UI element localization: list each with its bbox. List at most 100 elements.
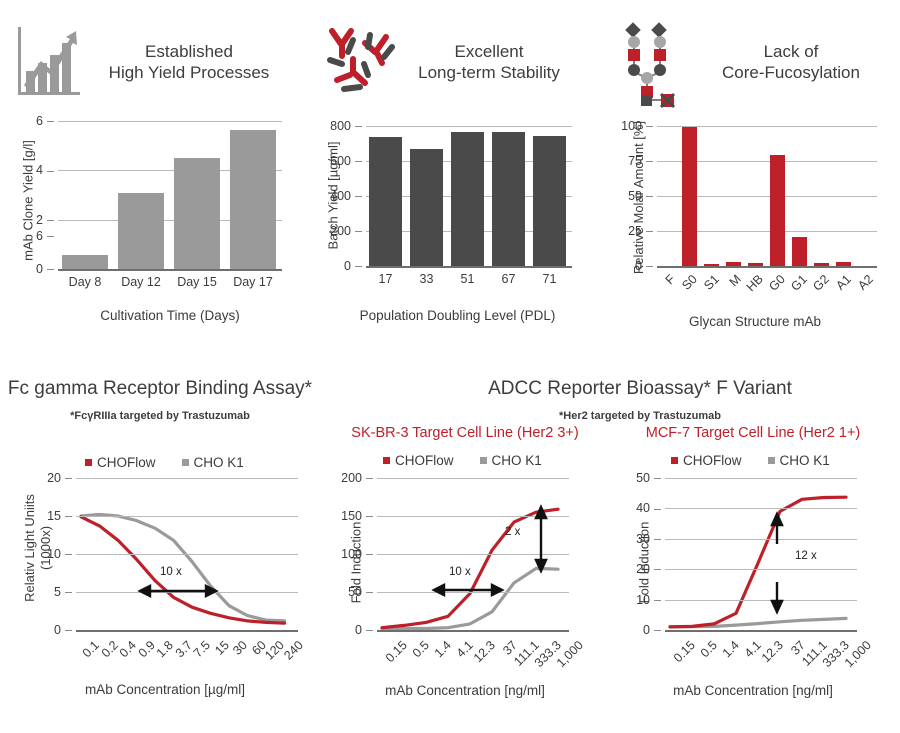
chart-adcc-sk-br-3: SK-BR-3 Target Cell Line (Her2 3+) CHOFl… [320,425,610,720]
series-line-chok1 [380,566,560,631]
legend-swatch-choflow [671,457,678,464]
chart4-ytick-0: 0 [10,623,72,637]
chart2-ytick-0: 0 [300,259,362,273]
chart4-x-axis-label: mAb Concentration [µg/ml] [84,682,246,697]
antibodies-icon [322,23,395,101]
chart5-annotation-arrow-h [431,583,505,597]
chart4-legend: CHOFlow CHO K1 [85,455,244,470]
chart2-x-axis-label: Population Doubling Level (PDL) [359,308,556,323]
legend-item-chok1: CHO K1 [181,455,244,470]
chart1-xtick-3: Day 17 [233,275,273,289]
chart1-ytick-6: 6 [10,229,54,243]
chart6-legend: CHOFlow CHO K1 [671,453,830,468]
top-panel-title-3-line1: Lack of [763,42,819,61]
chart2-xtick-3: 67 [501,272,516,286]
bar-glycan-G0 [770,154,785,266]
chart-mab-clone-yield: mAb Clone Yield [g/l] 6 4 2 0 6 Day 8 Da… [10,114,290,325]
legend-label-chok1: CHO K1 [779,453,830,468]
top-panel-title-2-line1: Excellent [454,42,524,61]
chart6-ytick-0: 0 [608,623,661,637]
top-panel-title-1-line1: Established [145,42,233,61]
chart6-title: MCF-7 Target Cell Line (Her2 1+) [645,425,861,441]
chart5-ytick-150: 150 [320,509,373,523]
legend-label-chok1: CHO K1 [491,453,542,468]
chart6-x-axis-label: mAb Concentration [ng/ml] [673,683,833,698]
chart2-ytick-800: 800 [300,119,362,133]
legend-swatch-chok1 [479,457,487,464]
chart1-ytick-0: 0 [10,262,54,276]
section-title-adcc: ADCC Reporter Bioassay* F Variant [488,378,792,399]
chart6-ytick-40: 40 [608,501,661,515]
series-line-choflow [79,515,287,625]
chart5-annotation-arrow-v [534,504,548,574]
top-panel-title-3-line2: Core-Fucosylation [722,63,860,82]
chart2-ytick-200: 200 [300,224,362,238]
bar-day-12 [118,192,164,269]
chart6-annotation-arrow-v [770,511,784,615]
chart5-ytick-200: 200 [320,471,373,485]
chart4-annotation-10x: 10 x [160,566,182,578]
bar-glycan-S0 [682,126,697,266]
chart3-x-axis-label: Glycan Structure mAb [688,314,822,329]
legend-item-chok1: CHO K1 [479,453,542,468]
legend-item-choflow: CHOFlow [383,453,454,468]
top-panel-header-3: Lack of Core-Fucosylation [616,16,886,109]
top-panel-title-3: Lack of Core-Fucosylation [696,41,886,83]
glycan-structure-icon [616,16,688,109]
bar-pdl-67 [492,131,525,266]
chart4-series-svg [79,512,287,625]
chart4-plot-area: 10 x [76,478,298,632]
chart-batch-yield: Batch Yield [µg/ml] 800 600 400 200 0 17… [300,118,590,328]
chart5-plot-area: 10 x 2 x [377,478,569,632]
chart6-ytick-50: 50 [608,471,661,485]
chart5-annotation-10x: 10 x [449,566,471,578]
bar-pdl-71 [533,135,566,266]
bar-glycan-G1 [792,237,807,266]
chart5-ytick-100: 100 [320,547,373,561]
series-line-choflow [668,495,848,629]
chart5-title: SK-BR-3 Target Cell Line (Her2 3+) [351,425,579,441]
legend-label-choflow: CHOFlow [395,453,454,468]
legend-label-choflow: CHOFlow [683,453,742,468]
chart5-series-svg [380,507,560,631]
chart3-ytick-25: 25 [600,224,653,238]
chart4-ytick-20: 20 [10,471,72,485]
bar-glycan-S1 [704,264,719,266]
chart3-ytick-0: 0 [600,259,653,273]
chart-glycan-structure: Relative Molar Amount [%] 100 75 50 25 0… [600,118,890,333]
bar-day-15 [174,158,220,269]
bar-day-17 [230,129,276,269]
chart3-ytick-75: 75 [600,154,653,168]
chart2-xtick-2: 51 [460,272,475,286]
chart5-ytick-0: 0 [320,623,373,637]
chart3-ytick-100: 100 [600,119,653,133]
top-panel-header-1: Established High Yield Processes [14,20,286,104]
top-panel-title-1-line2: High Yield Processes [108,63,270,82]
chart4-ytick-5: 5 [10,585,72,599]
growth-bar-chart-icon [14,23,86,101]
chart4-ytick-15: 15 [10,509,72,523]
chart6-annotation-12x: 12 x [795,550,817,562]
chart-adcc-mcf-7: MCF-7 Target Cell Line (Her2 1+) CHOFlow… [608,425,898,720]
chart2-xtick-4: 71 [542,272,557,286]
legend-label-chok1: CHO K1 [193,455,244,470]
chart1-plot-area [58,121,282,271]
chart2-ytick-400: 400 [300,189,362,203]
chart2-xtick-0: 17 [378,272,393,286]
legend-swatch-chok1 [181,459,189,466]
bar-pdl-51 [451,132,484,266]
section-title-fc-gamma: Fc gamma Receptor Binding Assay* [7,378,313,399]
top-panel-title-2-line2: Long-term Stability [418,63,560,82]
bar-glycan-G2 [814,263,829,266]
legend-item-choflow: CHOFlow [85,455,156,470]
bar-day-8 [62,255,108,269]
legend-swatch-choflow [383,457,390,464]
chart1-xtick-1: Day 12 [121,275,161,289]
legend-swatch-choflow [85,459,92,466]
chart2-plot-area [366,126,572,268]
bar-pdl-17 [369,136,402,266]
series-line-choflow-corrected [380,507,560,630]
chart1-ytick-2: 2 [10,213,54,227]
chart1-y-axis-label: mAb Clone Yield [g/l] [20,140,36,261]
